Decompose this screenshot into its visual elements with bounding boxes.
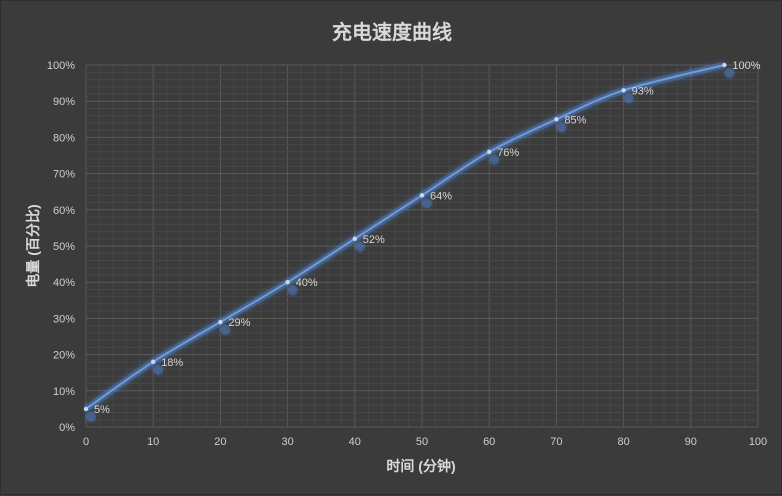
data-point-shadow	[489, 154, 500, 165]
x-tick-label: 80	[617, 436, 629, 448]
data-point-shadow	[354, 241, 365, 252]
series-line	[85, 64, 725, 410]
data-point	[83, 406, 89, 412]
data-point	[722, 62, 727, 68]
data-label: 93%	[632, 85, 654, 97]
data-point-shadow	[623, 93, 634, 104]
data-point-shadow	[724, 68, 735, 78]
chart-title: 充电速度曲线	[332, 20, 452, 44]
data-point	[218, 319, 223, 325]
gridlines	[85, 64, 759, 428]
data-point	[621, 88, 626, 93]
data-point-shadow	[86, 411, 96, 422]
y-tick-label: 40%	[53, 277, 75, 289]
data-point-shadow	[220, 325, 231, 336]
y-tick-label: 10%	[53, 386, 75, 398]
x-tick-label: 100	[749, 436, 767, 448]
data-point	[419, 193, 425, 198]
x-tick-label: 50	[416, 436, 428, 448]
data-point-shadow	[422, 198, 432, 209]
x-tick-label: 70	[550, 436, 562, 448]
x-tick-label: 20	[214, 436, 226, 448]
data-label: 100%	[732, 60, 760, 72]
data-point	[151, 359, 156, 365]
x-axis-title: 时间 (分钟)	[386, 458, 455, 474]
y-tick-label: 90%	[53, 96, 75, 108]
x-tick-label: 90	[685, 436, 697, 448]
x-tick-label: 30	[281, 436, 293, 448]
data-point	[554, 117, 559, 122]
x-tick-label: 0	[83, 436, 89, 448]
y-tick-label: 50%	[53, 241, 75, 253]
y-tick-labels: 0% 10% 20% 30% 40% 50% 60% 70% 80% 90% 100%	[47, 60, 75, 434]
data-labels: 5% 18% 29% 40% 52% 64% 76% 85% 93% 100%	[94, 60, 761, 416]
data-series	[83, 61, 735, 422]
y-tick-label: 70%	[53, 169, 75, 181]
y-tick-label: 20%	[53, 350, 75, 362]
data-label: 40%	[296, 277, 318, 289]
y-tick-label: 80%	[53, 132, 75, 144]
data-label: 85%	[564, 114, 586, 126]
x-tick-label: 40	[349, 436, 361, 448]
data-label: 76%	[497, 147, 519, 159]
y-tick-label: 0%	[59, 422, 75, 434]
x-tick-label: 60	[483, 436, 495, 448]
data-point	[487, 149, 492, 155]
x-tick-labels: 0 10 20 30 40 50 60 70 80 90 100	[83, 436, 767, 448]
data-point-shadow	[287, 285, 298, 296]
x-tick-label: 10	[147, 436, 159, 448]
y-axis-title: 电量 (百分比)	[25, 204, 41, 287]
y-tick-label: 100%	[47, 60, 75, 72]
data-label: 64%	[430, 190, 452, 202]
data-label: 29%	[228, 317, 250, 329]
y-tick-label: 60%	[53, 205, 75, 217]
data-point	[285, 280, 290, 285]
data-label: 52%	[363, 234, 385, 246]
data-point-shadow	[153, 364, 164, 375]
y-tick-label: 30%	[53, 313, 75, 325]
data-label: 5%	[94, 404, 110, 416]
data-point	[352, 236, 357, 241]
data-point-shadow	[556, 122, 567, 133]
data-label: 18%	[161, 357, 183, 369]
